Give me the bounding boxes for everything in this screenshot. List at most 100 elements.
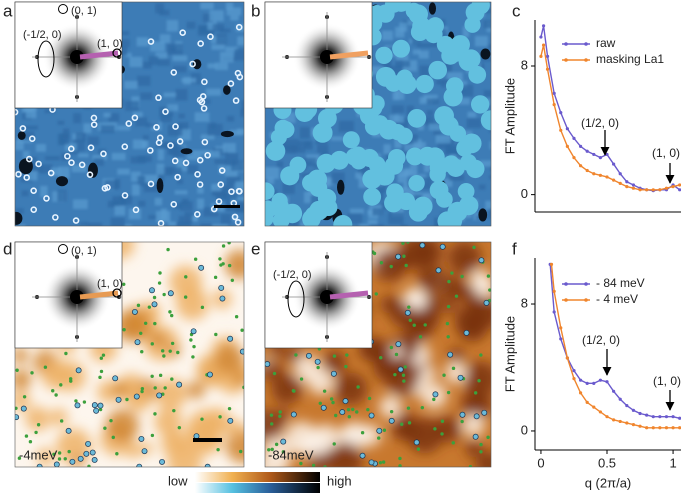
mask-disc [428, 60, 448, 80]
green-dot [200, 305, 205, 310]
green-dot [227, 406, 232, 411]
texture-patch [129, 56, 143, 67]
cyan-dot [320, 404, 327, 411]
texture-patch [105, 409, 139, 443]
bright-ring [200, 105, 208, 112]
texture-patch [83, 123, 92, 134]
mask-disc [458, 51, 478, 71]
cyan-dot [131, 308, 138, 315]
texture-patch [331, 172, 345, 184]
texture-patch [58, 166, 70, 179]
mask-disc [424, 25, 443, 44]
texture-patch [150, 41, 165, 52]
texture-patch [222, 143, 236, 153]
series-marker [598, 378, 603, 382]
green-dot [382, 428, 387, 432]
green-dot [54, 393, 58, 397]
series-marker [612, 418, 616, 422]
texture-patch [232, 215, 239, 221]
mask-disc [384, 193, 403, 213]
green-dot [451, 441, 455, 445]
texture-patch [395, 60, 411, 68]
green-dot [412, 323, 416, 327]
green-dot [172, 408, 176, 413]
texture-patch [235, 24, 244, 32]
mask-disc [407, 108, 427, 128]
texture-patch [167, 104, 179, 112]
texture-patch [448, 242, 482, 275]
texture-patch [216, 193, 227, 200]
texture-patch [212, 23, 225, 32]
bright-ring [217, 181, 225, 188]
texture-patch [276, 161, 284, 168]
texture-patch [237, 36, 244, 46]
texture-patch [388, 65, 403, 76]
cyan-dot [368, 459, 375, 466]
green-dot [69, 379, 73, 383]
green-dot [200, 417, 204, 421]
green-dot [318, 401, 322, 405]
texture-patch [240, 108, 244, 117]
green-dot [234, 315, 239, 319]
texture-patch [159, 106, 174, 117]
cyan-dot [419, 242, 426, 249]
green-dot [472, 245, 476, 250]
panel-label: c [512, 1, 521, 20]
green-dot [87, 464, 91, 467]
texture-patch [200, 134, 215, 140]
bright-ring [147, 38, 155, 45]
image-frame [14, 241, 245, 468]
texture-patch [462, 413, 485, 437]
bright-ring [234, 218, 242, 226]
texture-patch [17, 224, 26, 226]
bright-ring [234, 69, 242, 77]
green-dot [270, 422, 274, 426]
texture-patch [128, 208, 142, 220]
fft-center [70, 50, 84, 64]
series-marker [592, 381, 596, 385]
green-dot [398, 456, 402, 461]
texture-patch [487, 43, 491, 51]
cyan-dot [219, 295, 226, 302]
texture-patch [73, 199, 88, 209]
series-marker [645, 413, 649, 417]
green-dot [292, 389, 296, 393]
green-dot [345, 353, 349, 357]
cyan-dot [193, 433, 200, 440]
green-dot [447, 279, 451, 284]
green-dot [401, 242, 405, 245]
texture-patch [383, 144, 391, 155]
series-marker [552, 310, 556, 314]
texture-patch [148, 215, 158, 220]
mask-disc [333, 214, 353, 226]
texture-patch [86, 222, 103, 226]
series-marker [585, 168, 589, 173]
green-dot [150, 433, 155, 438]
texture-patch [399, 22, 408, 32]
cyan-dot [239, 348, 244, 355]
panel-label: f [512, 239, 517, 258]
cyan-dot [472, 433, 479, 440]
inset-label: (1, 0) [97, 38, 123, 50]
cyan-dot [198, 264, 205, 271]
series-marker [638, 424, 642, 428]
green-dot [420, 405, 425, 410]
texture-patch [25, 106, 37, 119]
mask-disc [410, 22, 429, 42]
texture-patch [271, 373, 302, 405]
green-dot [332, 442, 336, 446]
bright-ring [227, 80, 235, 87]
texture-patch [209, 10, 224, 22]
bright-ring [235, 187, 243, 195]
series-marker [559, 337, 563, 341]
texture-patch [489, 174, 491, 180]
series-marker [671, 415, 675, 419]
cyan-dot [376, 427, 383, 434]
texture-patch [163, 141, 176, 148]
y-axis-label: FT Amplitude [502, 316, 517, 392]
image-frame [264, 1, 492, 227]
texture-patch [304, 141, 313, 150]
mask-disc [408, 202, 428, 222]
fft-center [320, 50, 334, 64]
texture-patch [466, 118, 482, 129]
